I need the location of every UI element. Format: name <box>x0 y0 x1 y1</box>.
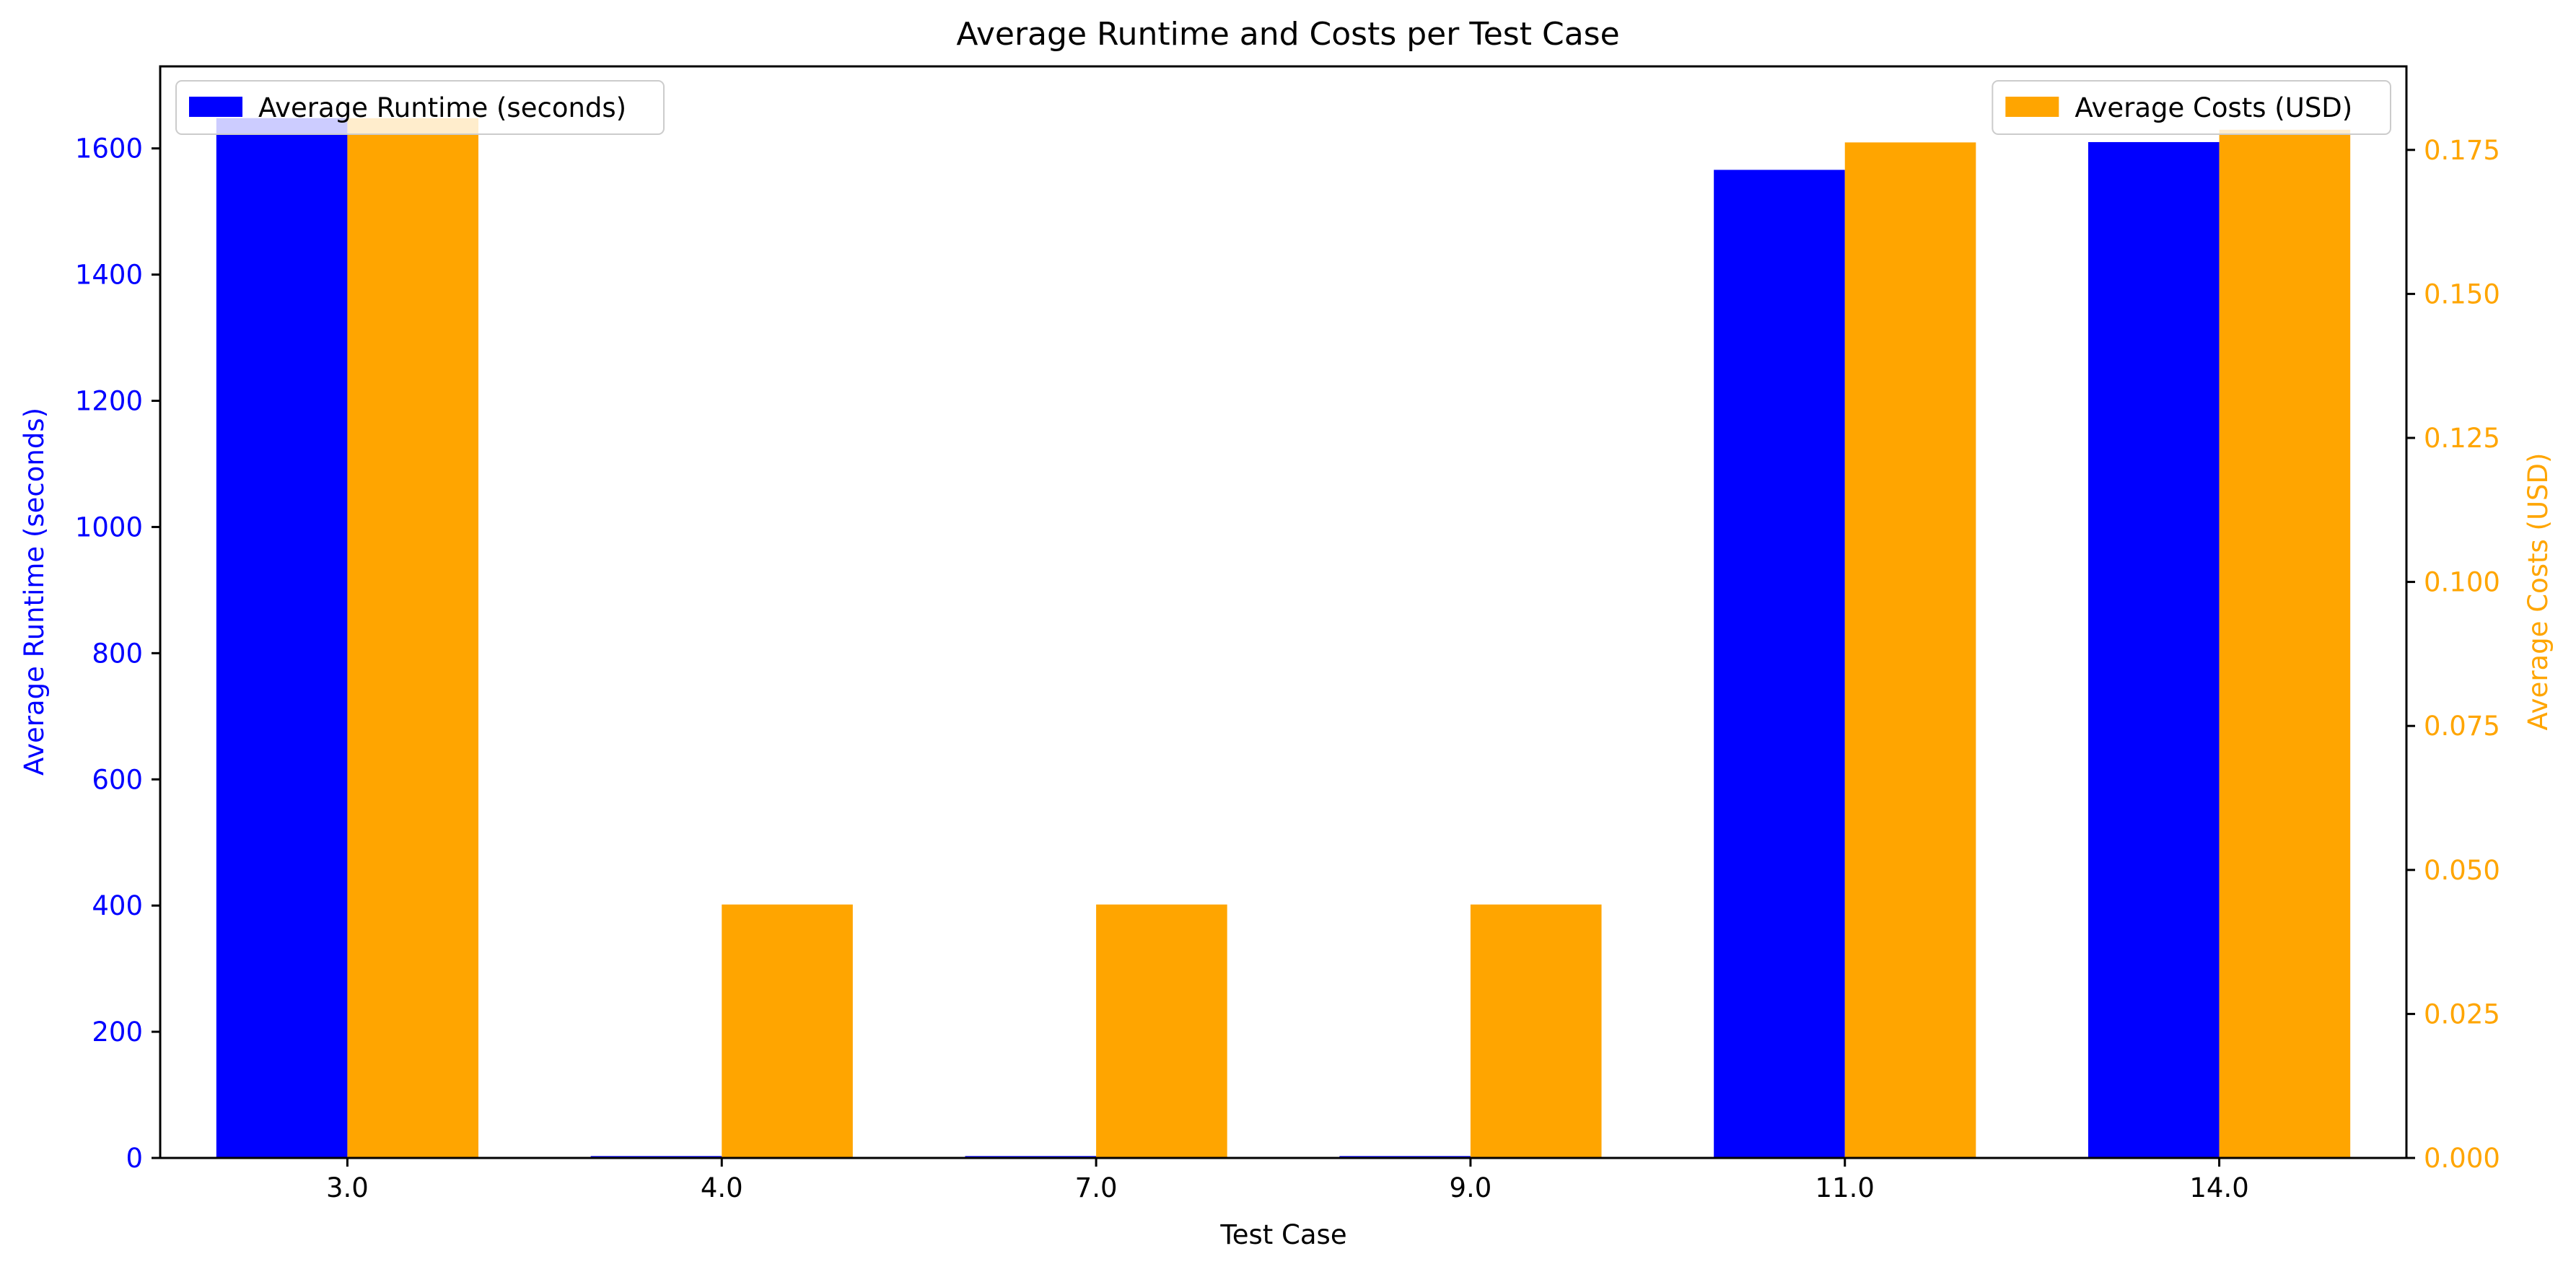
y-right-axis-label: Average Costs (USD) <box>2523 453 2554 731</box>
bars-layer <box>216 118 2351 1159</box>
bar-costs-4.0 <box>722 904 853 1158</box>
y-right-tick-label: 0.125 <box>2424 423 2500 454</box>
bar-runtime-14.0 <box>2087 141 2220 1158</box>
bar-costs-9.0 <box>1470 904 1602 1158</box>
y-left-tick-label: 800 <box>92 638 143 669</box>
y-right-tick-label: 0.000 <box>2424 1143 2500 1174</box>
plot-frame <box>159 65 2408 1159</box>
legend-upper-right: Average Costs (USD) <box>1992 80 2392 135</box>
y-right-tick-label: 0.175 <box>2424 135 2500 166</box>
bar-costs-14.0 <box>2219 129 2351 1159</box>
y-left-tick-label: 1600 <box>75 133 143 164</box>
y-right-tick-label: 0.050 <box>2424 855 2500 886</box>
bar-costs-11.0 <box>1844 142 1976 1159</box>
x-tick-label: 9.0 <box>1449 1172 1491 1203</box>
bar-costs-7.0 <box>1096 904 1227 1158</box>
y-right-tick-label: 0.025 <box>2424 999 2500 1030</box>
y-left-tick-label: 600 <box>92 764 143 795</box>
legend-upper-left: Average Runtime (seconds) <box>175 80 665 135</box>
x-axis-label: Test Case <box>1219 1219 1346 1250</box>
y-left-tick-label: 400 <box>92 890 143 921</box>
y-left-tick-label: 200 <box>92 1017 143 1048</box>
legend-swatch <box>2005 97 2059 117</box>
chart-title: Average Runtime and Costs per Test Case <box>956 16 1619 53</box>
legend-label: Average Runtime (seconds) <box>258 92 626 123</box>
legend-box <box>175 80 665 135</box>
legend-swatch <box>189 97 242 117</box>
y-right-tick-label: 0.150 <box>2424 278 2500 310</box>
y-left-axis-label: Average Runtime (seconds) <box>19 408 50 776</box>
x-tick-label: 14.0 <box>2189 1172 2248 1203</box>
y-left-tick-label: 1200 <box>75 386 143 417</box>
y-left-tick-label: 0 <box>126 1143 143 1174</box>
y-left-tick-label: 1400 <box>75 260 143 291</box>
y-right-tick-label: 0.075 <box>2424 711 2500 742</box>
axes-layer: 3.0 4.0 7.0 9.0 11.0 14.0 0 200 400 600 800 1000 120… <box>75 65 2500 1203</box>
legend-box <box>1992 80 2392 135</box>
legend-label: Average Costs (USD) <box>2075 92 2352 123</box>
bar-runtime-11.0 <box>1714 170 1845 1158</box>
x-tick-label: 4.0 <box>701 1172 743 1203</box>
y-left-tick-label: 1000 <box>75 512 143 543</box>
legend-layer: Average Runtime (seconds) Average Costs (… <box>175 80 2392 135</box>
bar-costs-3.0 <box>347 118 479 1158</box>
x-tick-label: 3.0 <box>326 1172 369 1203</box>
bar-runtime-3.0 <box>216 118 348 1158</box>
x-tick-label: 7.0 <box>1075 1172 1118 1203</box>
y-right-tick-label: 0.100 <box>2424 567 2500 598</box>
x-tick-label: 11.0 <box>1815 1172 1875 1203</box>
